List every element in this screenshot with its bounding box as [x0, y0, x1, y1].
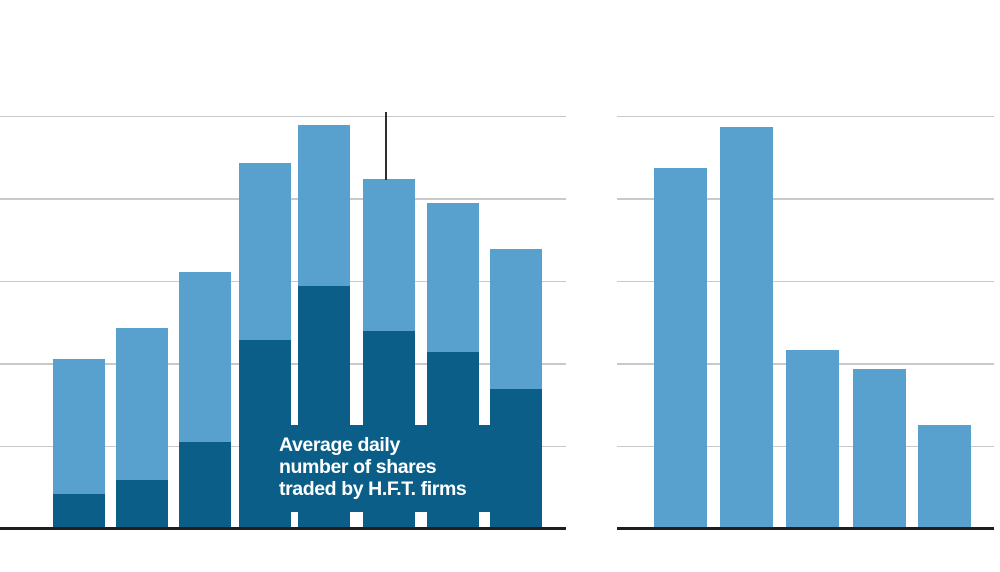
x-axis-left-shares-chart — [0, 527, 566, 530]
annotation-pointer-line — [384, 111, 387, 180]
hft-series-label-line-2: number of shares — [279, 455, 437, 478]
bar-right-light-2 — [720, 127, 773, 529]
gridline-left-shares-chart-5 — [0, 115, 566, 118]
bar-hft-shares-dark-3 — [179, 442, 231, 529]
bar-right-light-1 — [654, 167, 707, 529]
bar-right-light-4 — [853, 368, 906, 529]
gridline-right-chart-5 — [617, 115, 995, 118]
bar-hft-shares-dark-2 — [116, 479, 168, 529]
bar-right-light-5 — [918, 425, 971, 529]
hft-series-label-line-3: traded by H.F.T. firms — [279, 477, 467, 500]
bar-hft-shares-dark-1 — [53, 493, 105, 529]
x-axis-right-chart — [617, 527, 995, 530]
hft-series-label-box: Average daily number of shares traded by… — [240, 425, 542, 512]
hft-series-label-line-1: Average daily — [279, 434, 400, 456]
gridline-right-chart-3 — [617, 280, 995, 283]
bar-right-light-3 — [786, 349, 839, 529]
gridline-right-chart-4 — [617, 198, 995, 200]
